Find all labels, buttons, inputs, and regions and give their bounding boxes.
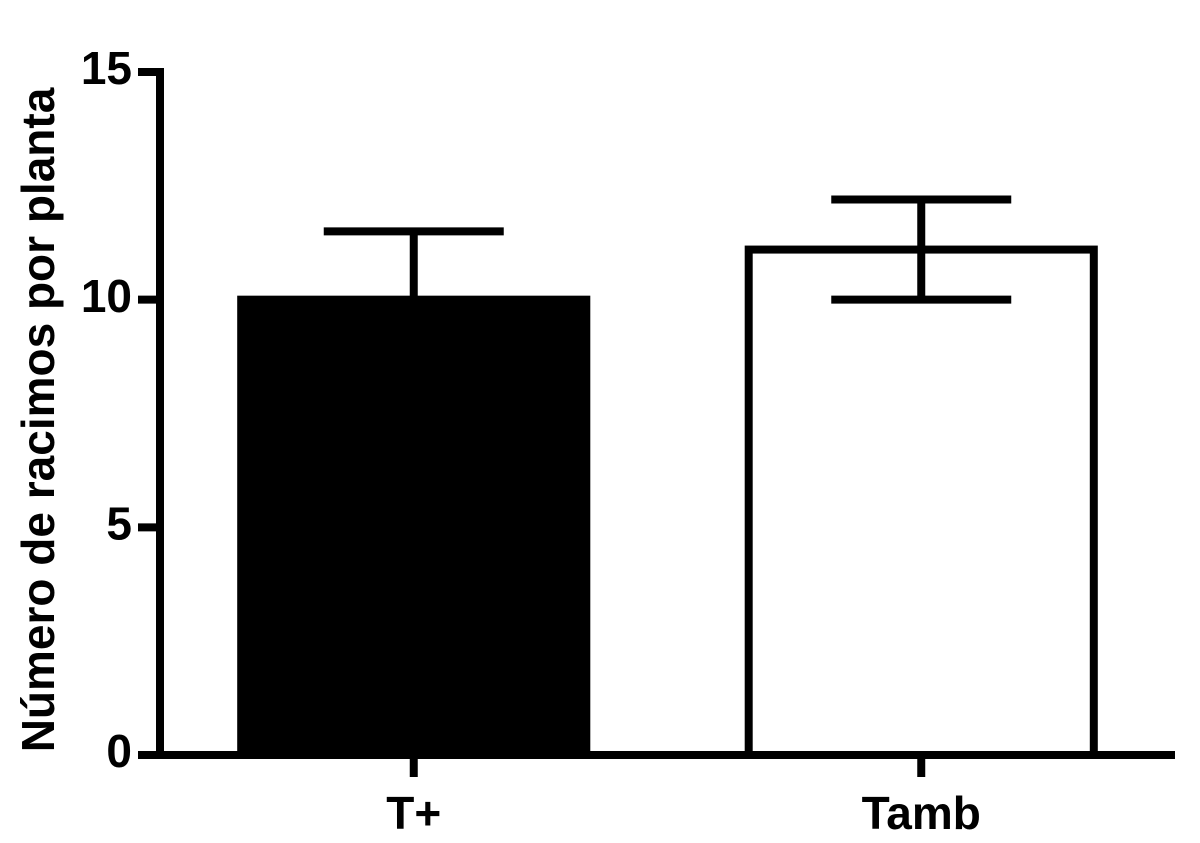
bar	[744, 245, 1098, 760]
x-tick-label: Tamb	[862, 787, 981, 839]
bar	[237, 295, 591, 759]
x-tick-label: T+	[386, 787, 441, 839]
y-tick-label: 10	[81, 270, 132, 322]
y-tick-label: 5	[106, 497, 132, 549]
y-tick-label: 15	[81, 42, 132, 94]
y-tick-label: 0	[106, 725, 132, 777]
y-axis-label: Número de racimos por planta	[12, 87, 64, 752]
